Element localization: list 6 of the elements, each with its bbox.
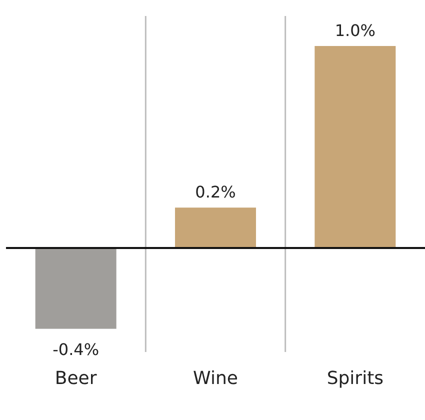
x-tick-label: Wine bbox=[193, 368, 238, 389]
data-label: -0.4% bbox=[52, 340, 100, 359]
data-label: 0.2% bbox=[195, 182, 236, 202]
x-tick-label: Spirits bbox=[326, 368, 384, 389]
x-tick-label: Beer bbox=[54, 368, 98, 389]
data-label: 1.0% bbox=[334, 21, 376, 40]
